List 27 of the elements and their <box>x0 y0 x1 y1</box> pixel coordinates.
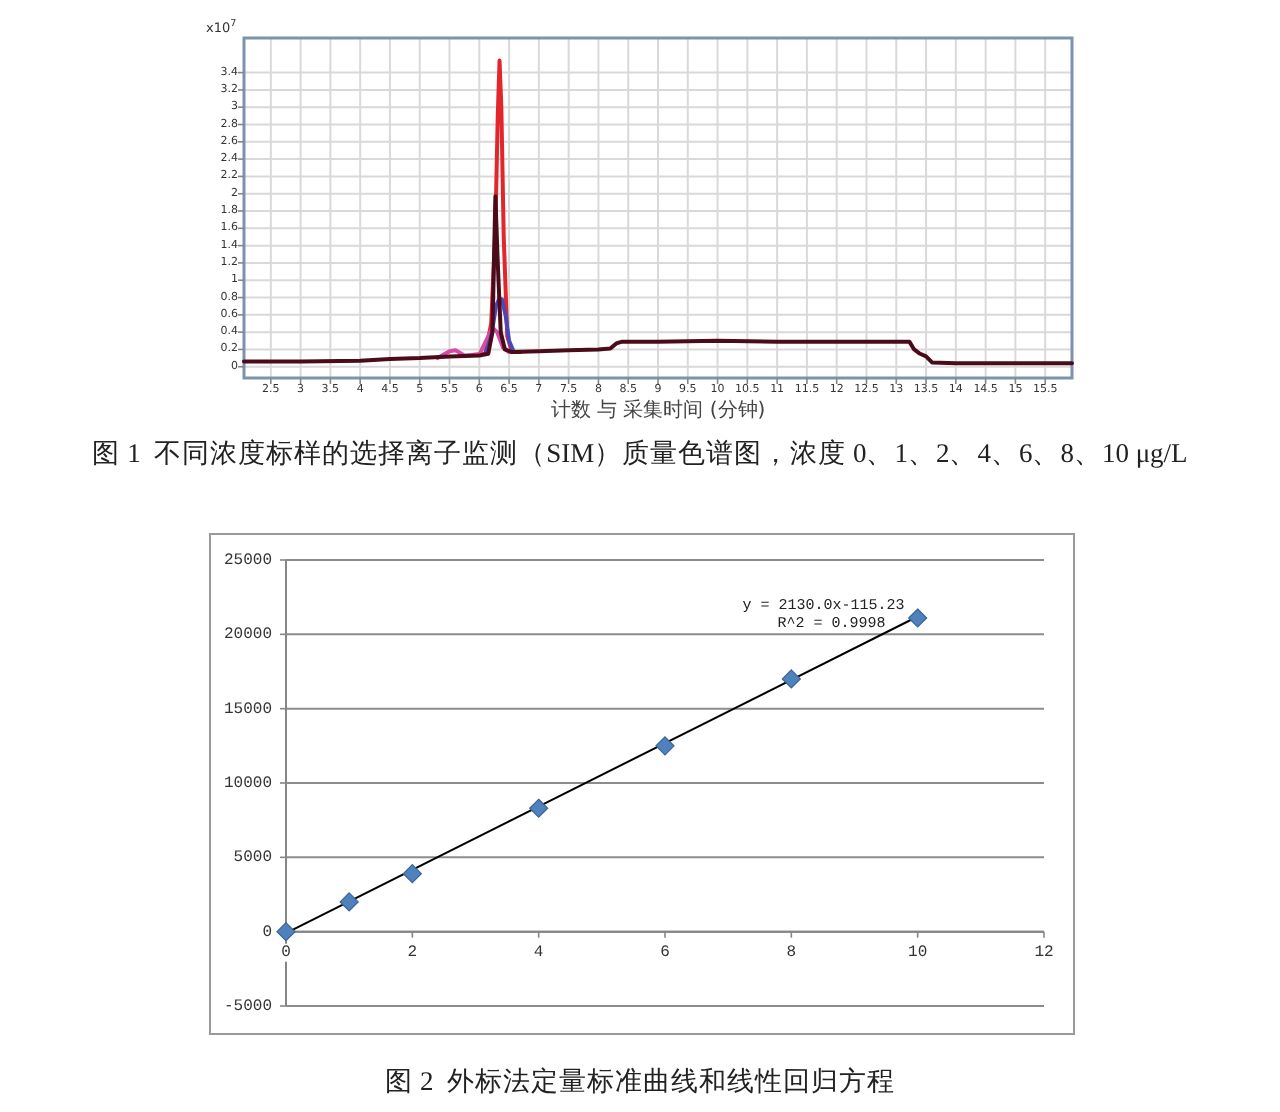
x-tick-label: 6 <box>660 943 671 962</box>
y-tick-label: 0 <box>262 922 273 941</box>
line-series <box>483 297 516 356</box>
point <box>339 892 359 912</box>
point <box>402 864 422 884</box>
x-tick-label: 0 <box>281 943 292 962</box>
y-tick-label: 5000 <box>233 848 273 867</box>
y-tick-label: 25000 <box>223 551 273 569</box>
caption: 图 2 外标法定量标准曲线和线性回归方程 <box>385 1066 895 1096</box>
y-tick-label: 15000 <box>223 699 273 718</box>
line-series <box>242 194 1074 366</box>
point <box>276 922 296 942</box>
y-tick-label: -5000 <box>223 997 273 1015</box>
x-tick-label: 12 <box>1034 943 1054 962</box>
x-tick-label: 2 <box>407 943 418 962</box>
x-tick-label: 4 <box>533 943 544 962</box>
caption: 图 1 不同浓度标样的选择离子监测（SIM）质量色谱图，浓度 0、1、2、4、6、8、10 μg/L <box>92 438 1188 468</box>
point <box>781 669 801 689</box>
point <box>529 798 549 818</box>
x-tick-label: 8 <box>786 943 797 962</box>
point <box>655 736 675 756</box>
line-series <box>435 325 512 361</box>
point <box>908 608 928 628</box>
y-tick-label: 10000 <box>223 774 273 792</box>
x-tick-label: 10 <box>908 943 928 962</box>
x-axis-title: 计数 与 采集时间 (分钟) <box>550 398 766 422</box>
y-tick-label: 20000 <box>223 625 273 644</box>
